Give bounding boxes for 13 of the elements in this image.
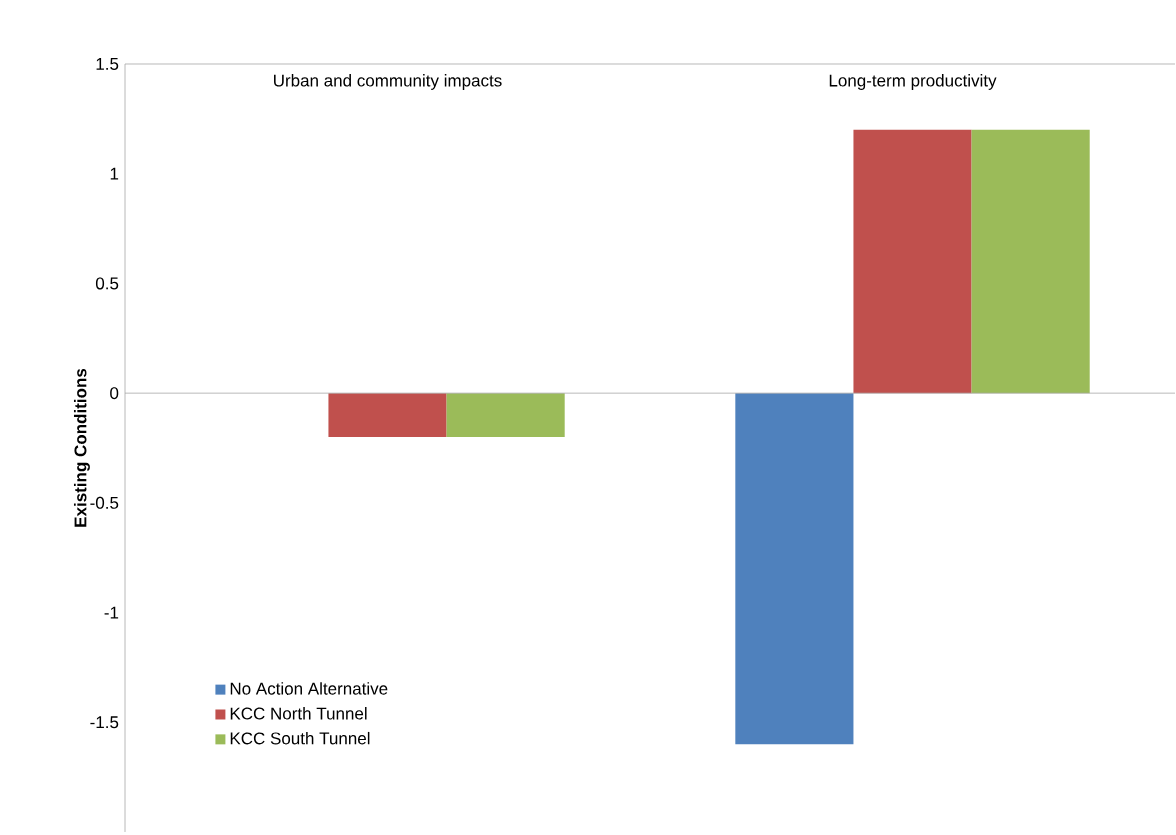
y-tick-label: -0.5 — [90, 496, 119, 509]
legend-label: No Action Alternative — [230, 682, 388, 695]
y-tick-label: 0.5 — [95, 277, 119, 290]
legend-label: KCC South Tunnel — [230, 731, 370, 745]
x-tick-label: Long-term productivity — [829, 74, 997, 90]
y-tick-label: 0 — [110, 387, 119, 400]
x-tick-label: Urban and community impacts — [274, 74, 502, 90]
y-axis-title: Existing Conditions — [73, 368, 90, 527]
y-tick-label: -1.5 — [90, 716, 119, 729]
y-tick-label: 1 — [110, 167, 119, 180]
legend-label: KCC North Tunnel — [230, 707, 367, 720]
y-tick-label: 1.5 — [96, 58, 119, 70]
y-tick-label: -1 — [104, 606, 119, 619]
